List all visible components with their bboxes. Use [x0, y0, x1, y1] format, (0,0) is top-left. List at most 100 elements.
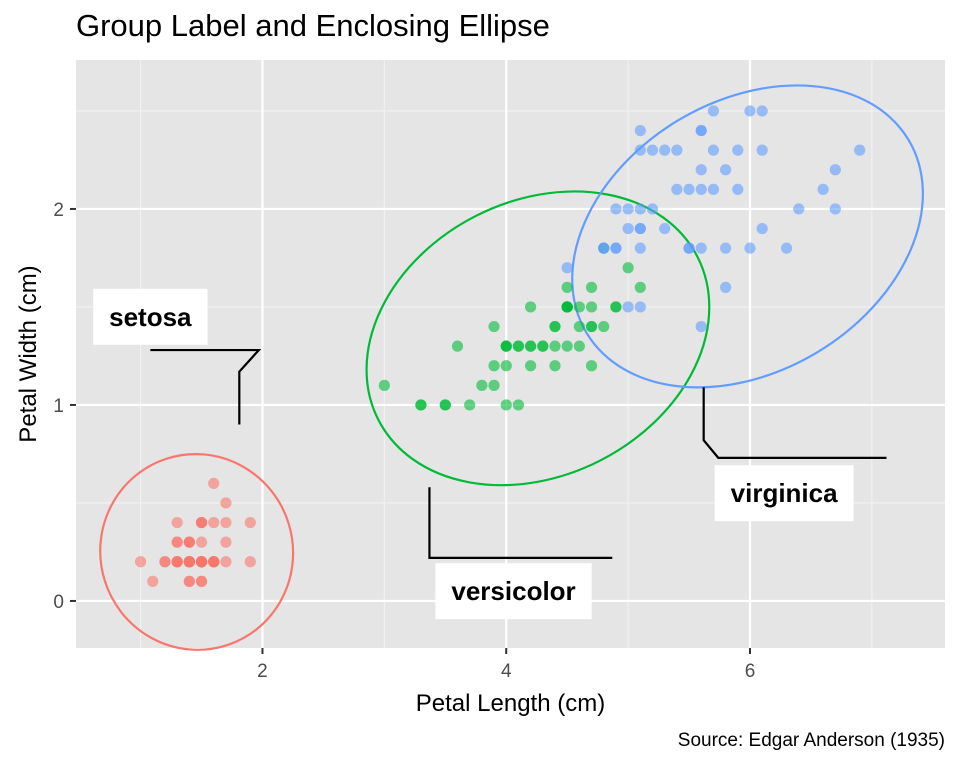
data-point-versicolor	[585, 281, 598, 293]
data-point-virginica	[780, 242, 793, 254]
y-tick-label: 0	[53, 592, 64, 613]
data-point-virginica	[671, 144, 683, 156]
data-point-versicolor	[451, 340, 464, 352]
data-point-virginica	[695, 320, 707, 333]
data-point-virginica	[756, 222, 768, 235]
data-point-versicolor	[585, 320, 598, 333]
data-point-versicolor	[549, 320, 561, 333]
data-point-setosa	[195, 536, 208, 548]
data-point-virginica	[634, 222, 646, 235]
enclosing-ellipse-setosa	[99, 453, 295, 651]
data-point-setosa	[183, 575, 195, 587]
x-tick-label: 6	[745, 661, 756, 682]
data-point-versicolor	[573, 320, 585, 333]
data-point-setosa	[220, 497, 232, 509]
data-point-setosa	[171, 516, 183, 529]
data-point-virginica	[829, 203, 841, 215]
x-tick-label: 4	[501, 661, 512, 682]
enclosing-ellipse-virginica	[571, 84, 924, 389]
data-point-versicolor	[634, 281, 646, 293]
group-label-layer: setosa versicolor virginica	[93, 288, 887, 620]
data-point-versicolor	[488, 320, 500, 333]
data-point-versicolor	[488, 360, 500, 372]
data-point-setosa	[208, 477, 220, 489]
data-point-versicolor	[561, 301, 573, 313]
group-label-text: setosa	[109, 302, 192, 332]
data-point-virginica	[561, 262, 573, 274]
data-point-virginica	[659, 144, 671, 156]
data-point-setosa	[171, 556, 183, 568]
group-label-versicolor: versicolor	[435, 563, 592, 620]
data-point-versicolor	[512, 399, 525, 411]
data-point-virginica	[707, 105, 720, 117]
x-tick-label: 2	[257, 661, 268, 682]
data-point-versicolor	[525, 340, 537, 352]
data-point-setosa	[134, 556, 147, 568]
data-point-virginica	[634, 124, 646, 137]
y-axis-title: Petal Width (cm)	[15, 265, 42, 442]
group-label-box	[93, 288, 208, 345]
leader-line-setosa	[150, 348, 262, 425]
data-point-versicolor	[610, 301, 622, 313]
data-point-versicolor	[549, 340, 561, 352]
data-point-setosa	[195, 556, 208, 568]
data-point-versicolor	[561, 281, 573, 293]
data-point-versicolor	[500, 399, 512, 411]
data-point-setosa	[147, 575, 159, 587]
group-label-setosa: setosa	[93, 288, 208, 345]
y-tick-label: 1	[53, 396, 64, 417]
plot-panel	[76, 60, 945, 648]
data-point-setosa	[244, 516, 256, 529]
data-point-virginica	[622, 203, 634, 215]
enclosing-ellipse-versicolor	[365, 190, 711, 487]
data-point-virginica	[756, 144, 768, 156]
data-point-virginica	[744, 242, 756, 254]
data-point-virginica	[732, 183, 744, 195]
data-point-setosa	[195, 516, 208, 529]
data-point-virginica	[634, 144, 646, 156]
data-point-virginica	[695, 242, 707, 254]
data-point-versicolor	[512, 340, 525, 352]
data-point-versicolor	[573, 301, 585, 313]
data-point-virginica	[683, 183, 695, 195]
data-point-virginica	[622, 222, 634, 235]
ellipse-layer	[99, 84, 924, 651]
data-point-versicolor	[585, 301, 598, 313]
data-point-virginica	[707, 183, 720, 195]
data-point-virginica	[854, 144, 866, 156]
data-point-setosa	[183, 536, 195, 548]
y-tick-label: 2	[53, 200, 64, 221]
data-point-virginica	[659, 222, 671, 235]
group-label-box	[714, 465, 854, 522]
group-label-virginica: virginica	[714, 465, 854, 522]
data-point-virginica	[610, 203, 622, 215]
point-layer	[134, 105, 866, 587]
leader-line-versicolor	[428, 487, 613, 559]
chart-title: Group Label and Enclosing Ellipse	[76, 8, 550, 43]
data-point-virginica	[720, 242, 732, 254]
data-point-setosa	[208, 516, 220, 529]
data-point-virginica	[744, 105, 756, 117]
data-point-setosa	[220, 556, 232, 568]
data-point-versicolor	[573, 340, 585, 352]
data-point-virginica	[634, 301, 646, 313]
group-label-text: virginica	[731, 478, 838, 508]
data-point-setosa	[220, 536, 232, 548]
leader-line-virginica	[702, 387, 887, 459]
data-point-virginica	[598, 242, 610, 254]
data-point-virginica	[610, 242, 622, 254]
group-label-box	[435, 563, 592, 620]
data-point-virginica	[720, 281, 732, 293]
data-point-versicolor	[488, 379, 500, 391]
data-point-setosa	[208, 556, 220, 568]
data-point-virginica	[646, 203, 659, 215]
data-point-virginica	[671, 183, 683, 195]
data-point-virginica	[817, 183, 829, 195]
data-point-versicolor	[525, 360, 537, 372]
data-point-versicolor	[622, 262, 634, 274]
data-point-versicolor	[537, 340, 549, 352]
data-point-virginica	[793, 203, 805, 215]
data-point-versicolor	[549, 360, 561, 372]
group-label-text: versicolor	[451, 576, 575, 606]
